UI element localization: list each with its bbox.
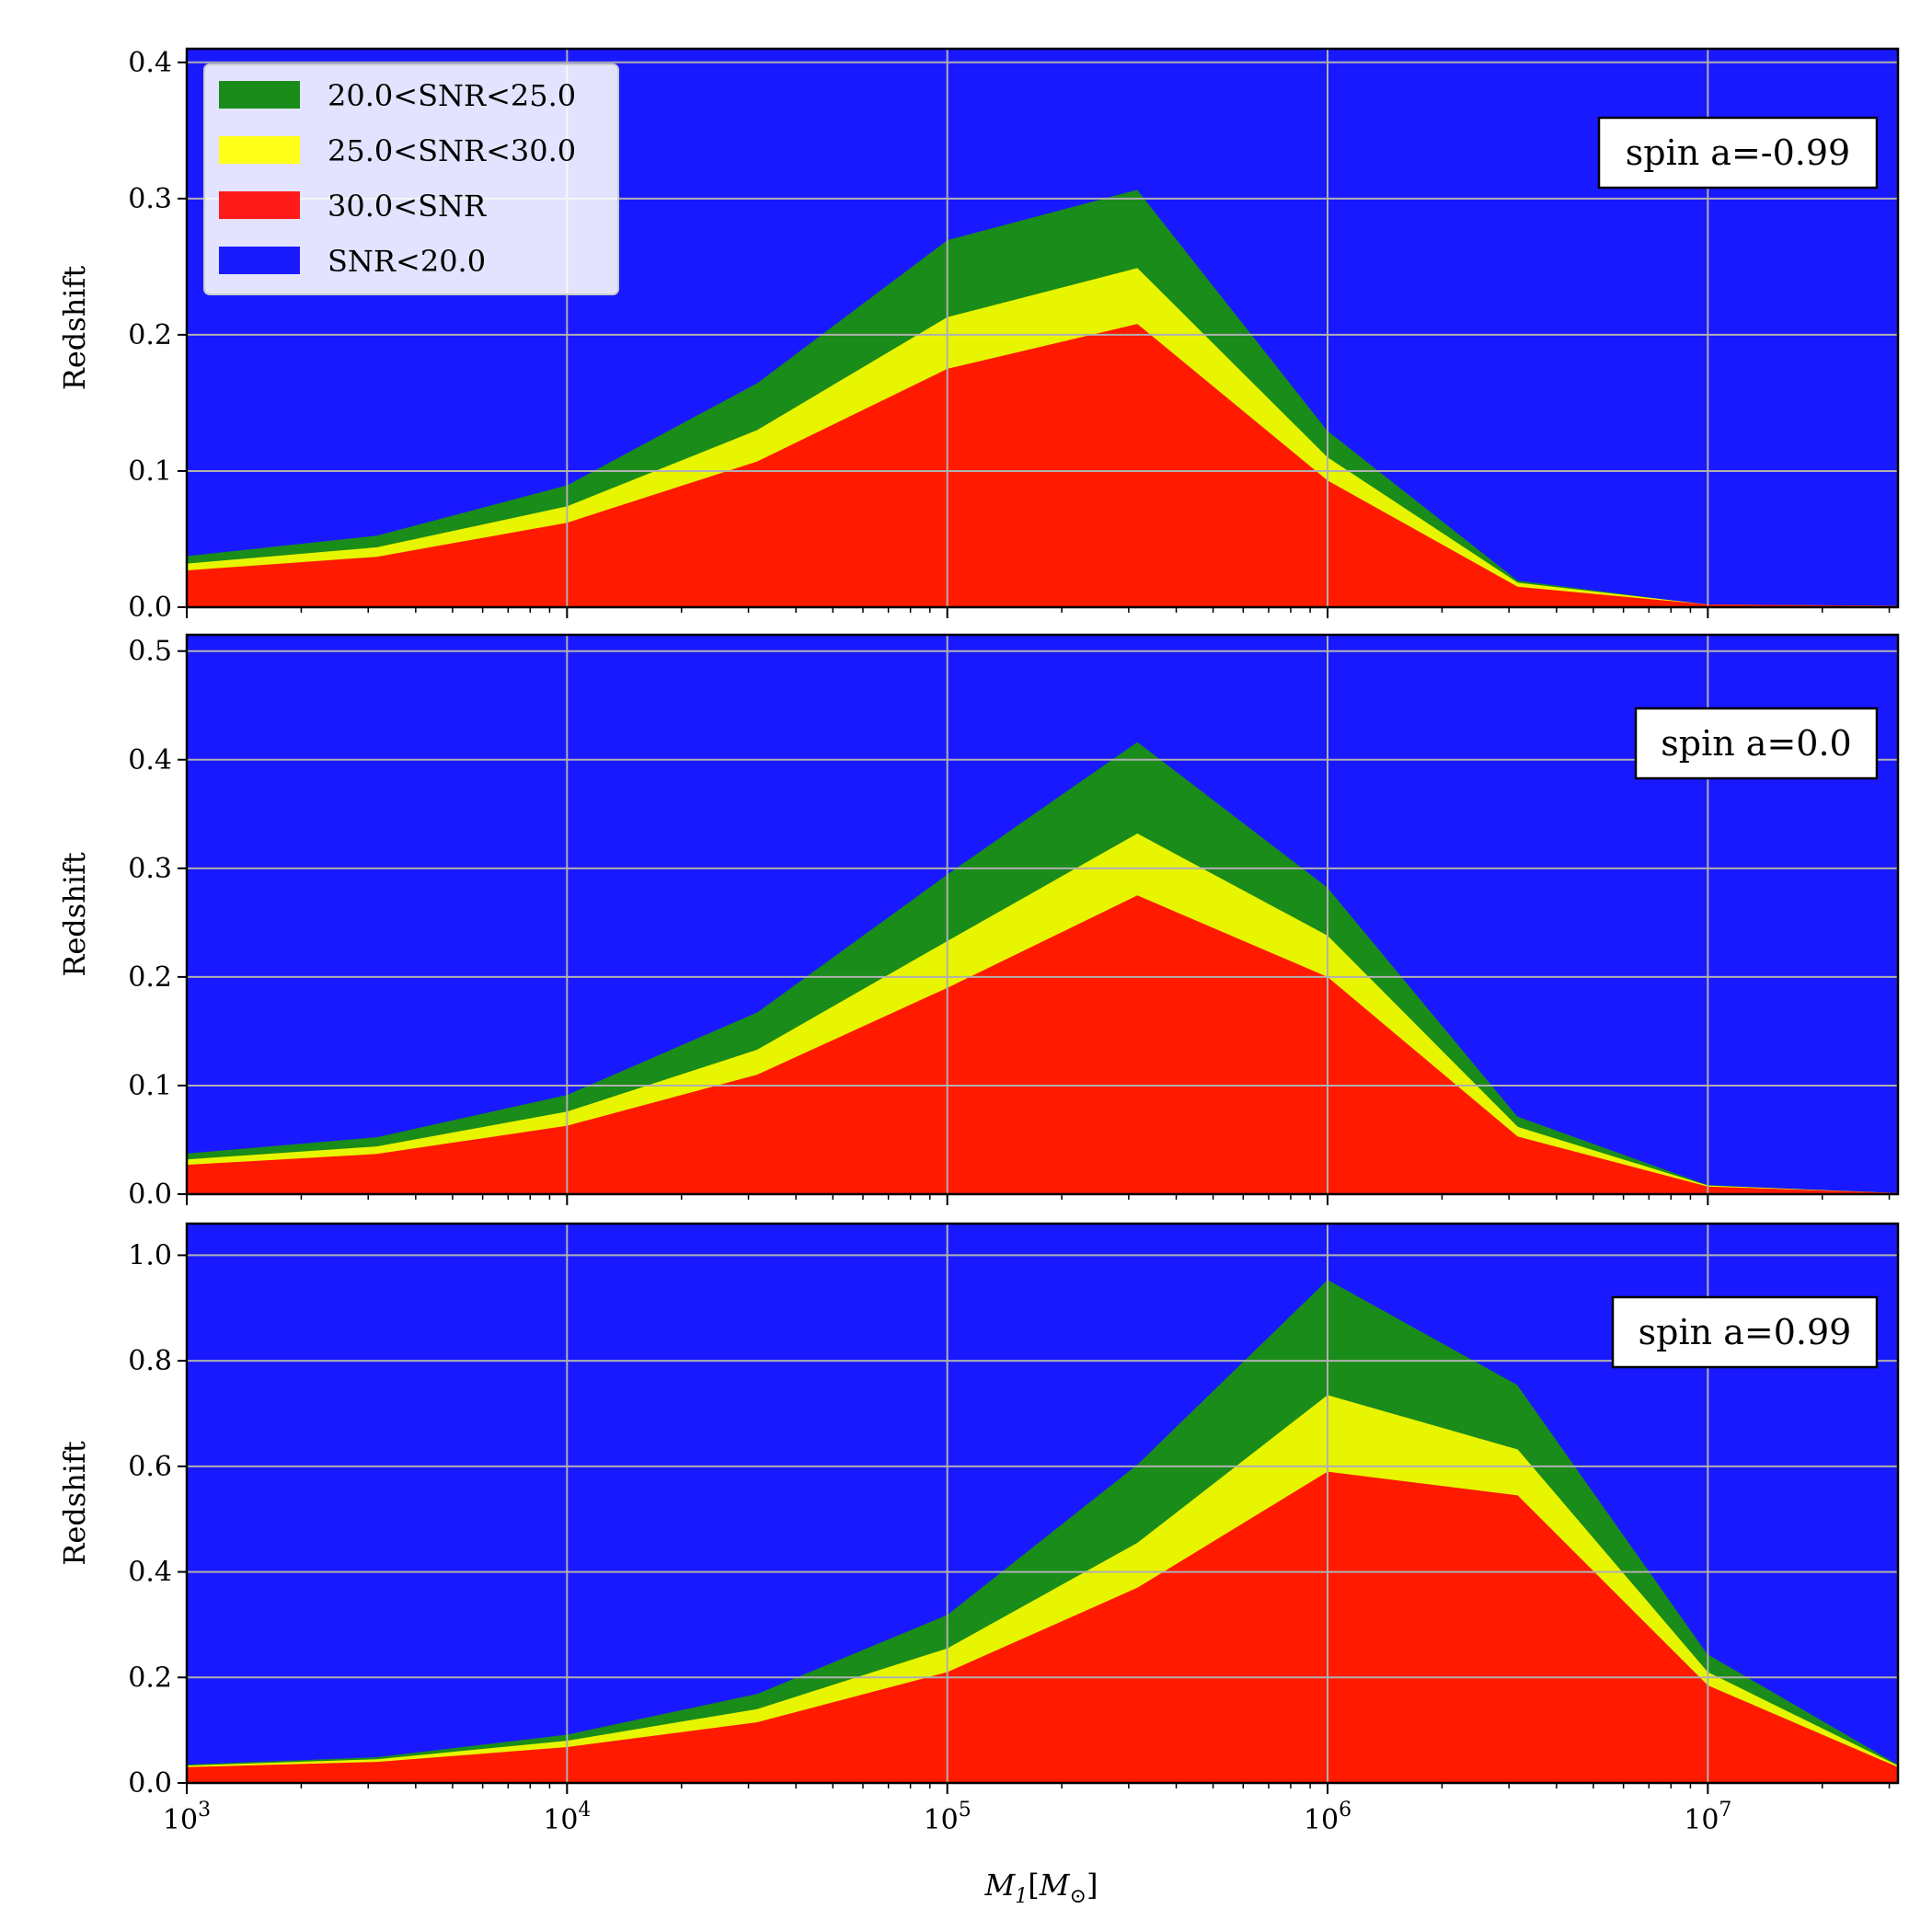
y-tick-label: 0.1 xyxy=(128,1070,172,1102)
legend-item: 25.0<SNR<30.0 xyxy=(219,133,576,168)
plot-frame xyxy=(185,1222,1900,1785)
legend-item: 30.0<SNR xyxy=(219,189,487,224)
spin-annotation: spin a=0.99 xyxy=(1611,1295,1879,1369)
y-tick-label: 0.1 xyxy=(128,455,172,488)
legend-item: SNR<20.0 xyxy=(219,244,486,279)
y-tick-label: 1.0 xyxy=(128,1239,172,1271)
y-tick-label: 0.4 xyxy=(128,1557,172,1589)
y-tick-label: 0.0 xyxy=(128,592,172,624)
y-tick-label: 0.2 xyxy=(128,1662,172,1694)
y-tick-label: 0.0 xyxy=(128,1179,172,1211)
panel-spin-zero: 0.0 0.1 0.2 0.3 0.4 0.5 Redshift spin a=0.0 xyxy=(57,633,1900,1211)
y-tick-label: 0.8 xyxy=(128,1345,172,1377)
x-axis-label: M1[M⊙] xyxy=(984,1868,1098,1908)
legend-frame xyxy=(203,63,619,295)
x-tick-label: 105 xyxy=(924,1799,972,1836)
y-tick-label: 0.2 xyxy=(128,319,172,351)
legend-swatch xyxy=(219,136,300,164)
legend-swatch xyxy=(219,191,300,219)
legend-swatch xyxy=(219,247,300,274)
annotation-text: spin a=-0.99 xyxy=(1626,132,1850,173)
spin-annotation: spin a=-0.99 xyxy=(1597,116,1879,190)
x-tick-label: 107 xyxy=(1684,1799,1731,1836)
spin-annotation: spin a=0.0 xyxy=(1634,707,1879,780)
y-tick-label: 0.5 xyxy=(128,636,172,668)
annotation-text: spin a=0.99 xyxy=(1639,1312,1852,1352)
y-axis-label: Redshift xyxy=(57,852,92,977)
panel-spin-positive: 0.0 0.2 0.4 0.6 0.8 1.0 Redshift spin a=0.99 103… xyxy=(57,1222,1900,1836)
x-tick-label: 106 xyxy=(1304,1799,1351,1836)
y-axis-label: Redshift xyxy=(57,1441,92,1566)
y-axis-label: Redshift xyxy=(57,266,92,391)
y-tick-label: 0.6 xyxy=(128,1451,172,1483)
annotation-box xyxy=(1611,1295,1879,1369)
panel-spin-negative: 0.0 0.1 0.2 0.3 0.4 Redshift spin a=-0.99 xyxy=(57,47,1900,624)
y-tick-label: 0.3 xyxy=(128,853,172,885)
area-snr-30-plus xyxy=(187,324,1898,607)
y-tick-label: 0.0 xyxy=(128,1767,172,1800)
legend-swatch xyxy=(219,81,300,109)
legend-label: 20.0<SNR<25.0 xyxy=(328,78,576,113)
annotation-text: spin a=0.0 xyxy=(1661,723,1851,764)
legend: 20.0<SNR<25.0 25.0<SNR<30.0 30.0<SNR SNR<20… xyxy=(203,63,619,295)
y-tick-label: 0.4 xyxy=(128,744,172,776)
plot-frame xyxy=(185,633,1900,1196)
y-tick-label: 0.2 xyxy=(128,961,172,994)
y-tick-label: 0.4 xyxy=(128,47,172,79)
x-tick-label: 104 xyxy=(543,1799,591,1836)
legend-label: SNR<20.0 xyxy=(328,244,486,279)
legend-label: 25.0<SNR<30.0 xyxy=(328,133,576,168)
x-tick-label: 103 xyxy=(163,1799,211,1836)
area-snr-30-plus xyxy=(187,1471,1898,1783)
legend-label: 30.0<SNR xyxy=(328,189,487,224)
plot-frame xyxy=(185,47,1900,609)
annotation-box xyxy=(1634,707,1879,780)
annotation-box xyxy=(1597,116,1879,190)
y-tick-label: 0.3 xyxy=(128,183,172,215)
area-snr-30-plus xyxy=(187,895,1898,1194)
legend-item: 20.0<SNR<25.0 xyxy=(219,78,576,113)
